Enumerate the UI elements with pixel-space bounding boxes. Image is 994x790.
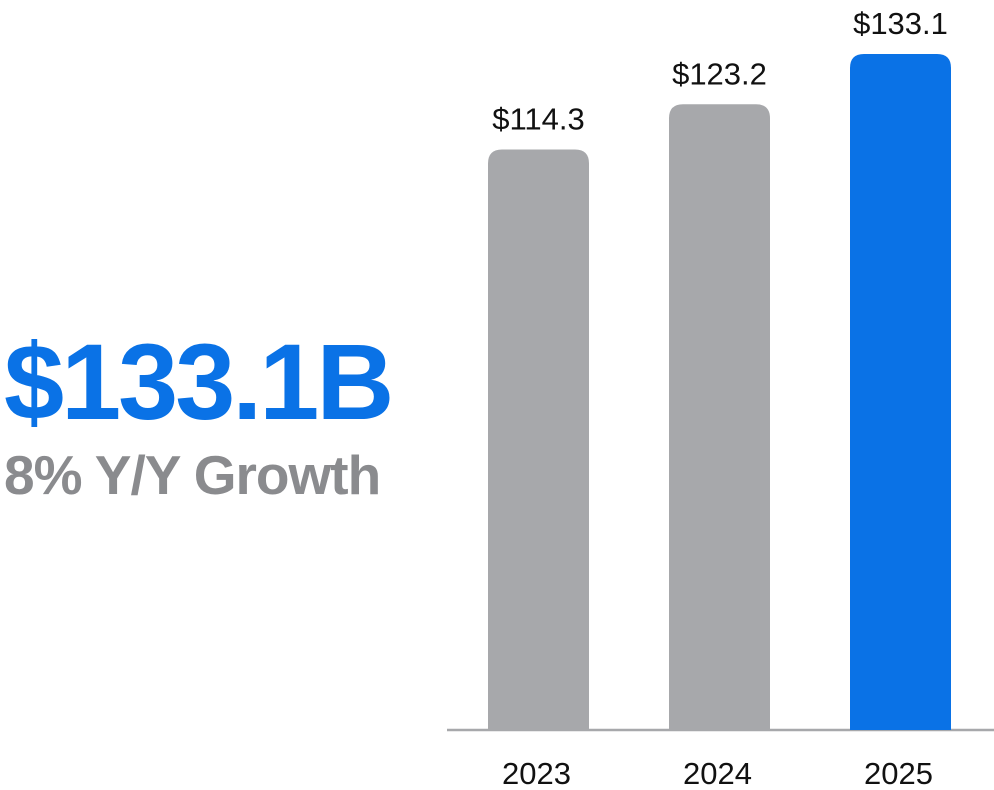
- value-label-2024: $123.2: [672, 56, 767, 91]
- value-label-2023: $114.3: [492, 101, 585, 136]
- growth-text: 8% Y/Y Growth: [4, 444, 381, 506]
- headline: $133.1B 8% Y/Y Growth: [4, 328, 434, 503]
- x-tick-label-2025: 2025: [864, 756, 933, 790]
- bars-group: [488, 54, 951, 730]
- x-tick-labels-group: 2023 2024 2025: [502, 756, 933, 790]
- value-label-2025: $133.1: [853, 6, 948, 41]
- bar-2024: [669, 104, 770, 730]
- headline-value: $133.1B: [4, 321, 394, 442]
- x-tick-label-2024: 2024: [683, 756, 752, 790]
- value-labels-group: $114.3 $123.2 $133.1: [492, 6, 948, 136]
- x-tick-label-2023: 2023: [502, 756, 571, 790]
- bar-2023: [488, 149, 589, 730]
- bar-2025: [850, 54, 951, 730]
